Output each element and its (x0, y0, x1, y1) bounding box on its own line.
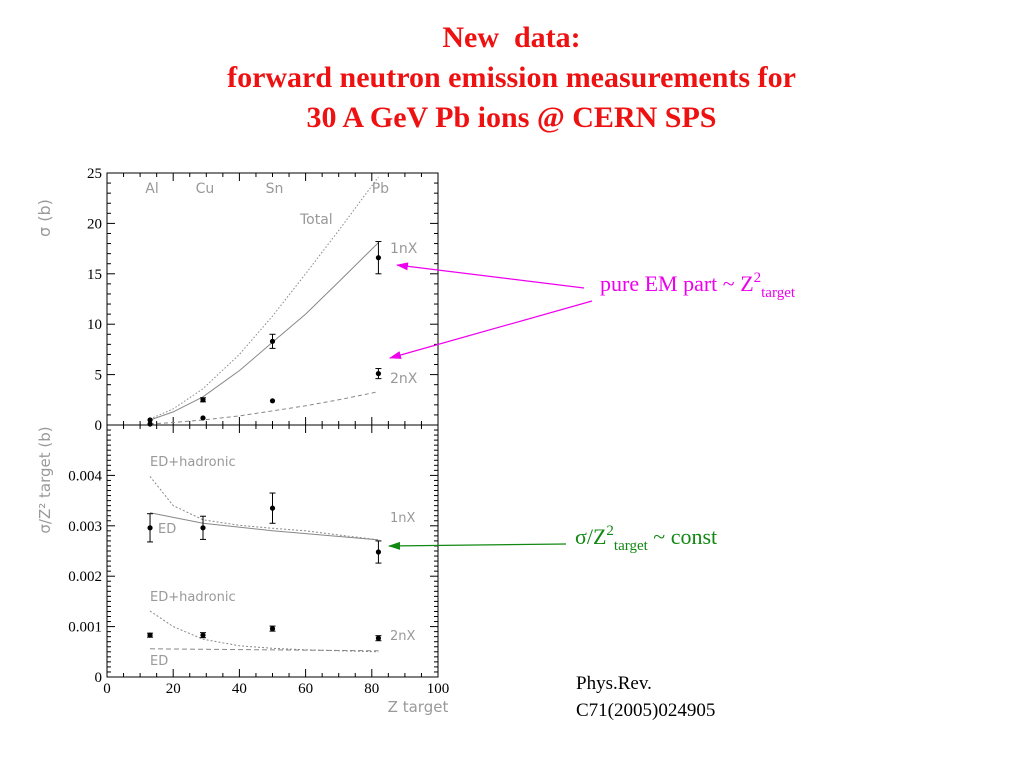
const-sup: 2 (606, 523, 614, 539)
top-y-tick-label: 10 (87, 317, 102, 333)
const-annotation: σ/Z2target ~ const (575, 523, 717, 555)
reference: Phys.Rev. C71(2005)024905 (576, 670, 715, 724)
top-y-axis-label: σ (b) (35, 199, 54, 237)
onenx-edhadronic-curve (149, 476, 379, 541)
element-label: Cu (196, 181, 215, 197)
bottom-y-axis-label: σ/Z² target (b) (36, 426, 54, 533)
x-tick-label: 40 (232, 681, 247, 697)
top-twonx-data-point (147, 421, 153, 427)
pure-em-annotation: pure EM part ~ Z2target (600, 270, 795, 302)
bottom-onenx-data-point (269, 505, 276, 511)
top-y-tick-label: 15 (87, 267, 102, 283)
top-onenx-data-point (375, 255, 382, 261)
top-twonx-data-point (375, 370, 382, 377)
const-sub: target (613, 538, 648, 554)
const-tail: ~ const (647, 524, 718, 549)
top-onenx-data-point (269, 338, 276, 344)
element-label: Pb (372, 181, 389, 197)
top-y-tick-label: 20 (87, 216, 102, 232)
title-line-3: 30 A GeV Pb ions @ CERN SPS (306, 101, 717, 134)
pure-em-sup: 2 (753, 270, 762, 286)
slide-title: New data: forward neutron emission measu… (0, 18, 1023, 138)
x-tick-label: 60 (298, 681, 313, 697)
top-twonx-data-point (200, 415, 206, 421)
top-panel-frame (106, 172, 439, 426)
top-y-tick-label: 25 (87, 166, 102, 182)
onenx-ed-curve (149, 512, 379, 541)
top-onenx-data-point (147, 417, 153, 423)
twonx-curve-label: 2nX (390, 371, 418, 387)
element-label: Al (145, 181, 158, 197)
ed-hadronic-label-bottom: ED+hadronic (150, 590, 236, 605)
x-axis-label: Z target (388, 698, 449, 716)
bottom-y-tick-label: 0.002 (68, 569, 102, 585)
bottom-y-tick-label: 0 (95, 670, 103, 686)
ed-hadronic-label-top: ED+hadronic (150, 455, 236, 470)
x-tick-label: 100 (427, 681, 450, 697)
x-tick-label: 0 (103, 681, 111, 697)
top-onenx-data-point (200, 397, 206, 403)
twonx-label-bottom: 2nX (390, 629, 416, 644)
onenx-curve (149, 242, 379, 421)
reference-line-1: Phys.Rev. (576, 673, 652, 694)
reference-line-2: C71(2005)024905 (576, 700, 716, 721)
title-line-2: forward neutron emission measurements fo… (227, 61, 796, 94)
bottom-twonx-data-point (375, 635, 382, 641)
twonx-ed-curve (149, 648, 379, 652)
x-tick-label: 20 (166, 681, 181, 697)
const-text: σ/Z (575, 524, 607, 549)
bottom-onenx-data-point (200, 525, 206, 531)
twonx-edhadronic-curve (149, 610, 379, 653)
top-y-tick-label: 5 (95, 368, 103, 384)
top-y-tick-label: 0 (95, 418, 103, 434)
pure-em-arrow-lower (389, 300, 593, 359)
x-tick-label: 80 (364, 681, 379, 697)
title-line-1: New data: (442, 21, 581, 54)
total-curve-label: Total (299, 212, 333, 228)
ed-label-bottom: ED (150, 654, 168, 669)
onenx-curve-label: 1nX (390, 241, 418, 257)
pure-em-sub: target (761, 285, 796, 301)
element-label: Sn (266, 181, 284, 197)
bottom-y-tick-label: 0.003 (68, 519, 102, 535)
bottom-onenx-data-point (147, 525, 153, 531)
bottom-twonx-data-point (200, 632, 206, 638)
bottom-twonx-data-point (269, 626, 276, 632)
bottom-twonx-data-point (147, 632, 153, 638)
top-twonx-data-point (269, 398, 276, 404)
ed-label-top: ED (158, 522, 176, 537)
twonx-curve (149, 391, 379, 425)
bottom-y-tick-label: 0.001 (68, 620, 102, 636)
bottom-onenx-data-point (375, 549, 382, 555)
pure-em-text: pure EM part ~ Z (600, 271, 754, 296)
total-curve (149, 176, 379, 420)
pure-em-arrow-upper (396, 262, 585, 289)
const-arrow (388, 541, 567, 550)
onenx-label-bottom: 1nX (390, 511, 416, 526)
bottom-y-tick-label: 0.004 (68, 468, 102, 484)
